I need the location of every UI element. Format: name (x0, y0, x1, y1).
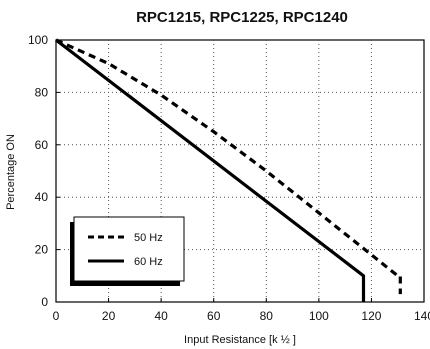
y-tick-label: 100 (28, 33, 48, 47)
x-tick-label: 60 (207, 309, 221, 323)
y-tick-label: 60 (35, 138, 49, 152)
y-tick-label: 0 (41, 295, 48, 309)
plot-area (55, 39, 425, 303)
series-50-hz-line (55, 38, 402, 295)
x-axis-label: Input Resistance [k ½ ] (184, 334, 296, 346)
chart-title: RPC1215, RPC1225, RPC1240 (136, 9, 348, 26)
x-tick-label: 0 (53, 309, 60, 323)
axis-ticks: 0 20 40 60 80 100 120 140 0 20 40 60 80 100 (28, 33, 430, 323)
series-60-hz-line (55, 38, 366, 302)
x-tick-label: 20 (102, 309, 116, 323)
x-tick-label: 140 (414, 309, 430, 323)
legend: 50 Hz 60 Hz (70, 216, 185, 286)
legend-box (73, 216, 185, 282)
y-axis-label: Percentage ON (5, 134, 17, 210)
grid (56, 40, 424, 302)
x-tick-label: 100 (309, 309, 329, 323)
plot-frame (55, 39, 425, 303)
legend-50hz-label: 50 Hz (134, 232, 163, 244)
series-layer (55, 38, 402, 302)
y-tick-label: 40 (35, 190, 49, 204)
y-tick-label: 20 (35, 243, 49, 257)
legend-60hz-label: 60 Hz (134, 256, 163, 268)
x-tick-label: 40 (154, 309, 168, 323)
x-tick-label: 80 (260, 309, 274, 323)
x-tick-label: 120 (361, 309, 381, 323)
y-tick-label: 80 (35, 85, 49, 99)
